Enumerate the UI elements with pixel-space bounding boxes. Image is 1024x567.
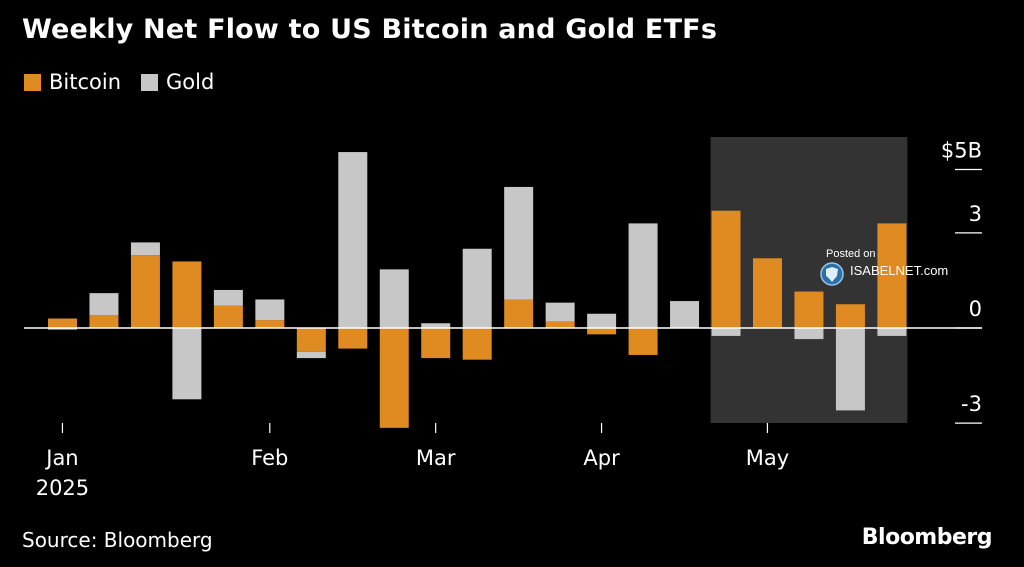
bar-gold-6 [296, 351, 326, 359]
bar-bitcoin-18 [794, 291, 824, 328]
bar-bitcoin-0 [48, 318, 77, 328]
bar-bitcoin-3 [172, 261, 202, 328]
bar-bitcoin-13 [587, 328, 617, 335]
bar-gold-10 [462, 248, 492, 328]
legend-label-gold: Gold [166, 70, 215, 94]
x-tick-label-3: Apr [583, 446, 620, 470]
bar-bitcoin-4 [213, 305, 243, 328]
legend-item-bitcoin: Bitcoin [24, 70, 121, 94]
x-tick-label-0: Jan [44, 446, 78, 470]
source-note: Source: Bloomberg [22, 528, 213, 552]
y-tick-label-1: 3 [969, 202, 982, 226]
y-tick-label-2: 0 [969, 297, 982, 321]
bar-gold-8 [379, 269, 409, 328]
bar-gold-7 [338, 152, 368, 328]
bar-bitcoin-8 [379, 328, 409, 428]
bar-gold-18 [794, 328, 824, 340]
legend-label-bitcoin: Bitcoin [49, 70, 122, 94]
bar-gold-3 [172, 328, 202, 400]
bar-bitcoin-10 [462, 328, 492, 360]
shield-logo-icon [820, 262, 844, 286]
bar-bitcoin-2 [130, 255, 160, 328]
watermark-posted-text: Posted on [826, 248, 876, 260]
watermark-site-text: ISABELNET.com [850, 263, 949, 278]
bar-gold-1 [89, 293, 119, 316]
brand-logo: Bloomberg [861, 525, 993, 550]
legend-swatch-gold [141, 73, 159, 91]
y-tick-label-0: $5B [941, 139, 982, 163]
bar-gold-12 [545, 302, 575, 322]
x-tick-label-2: Mar [416, 446, 456, 470]
bar-bitcoin-9 [421, 328, 451, 359]
bar-bitcoin-11 [504, 299, 534, 328]
bar-gold-9 [421, 323, 451, 328]
bar-gold-14 [628, 223, 658, 328]
bar-bitcoin-17 [752, 258, 782, 328]
bar-gold-5 [255, 299, 285, 321]
bar-bitcoin-16 [711, 210, 741, 328]
bar-gold-11 [504, 186, 534, 300]
legend-item-gold: Gold [141, 70, 214, 94]
bar-bitcoin-6 [296, 328, 326, 352]
bar-bitcoin-5 [255, 320, 285, 328]
x-tick-sublabel-0: 2025 [36, 476, 89, 500]
x-tick-label-1: Feb [251, 446, 288, 470]
legend-swatch-bitcoin [24, 73, 41, 91]
bar-bitcoin-12 [545, 321, 575, 328]
bar-bitcoin-20 [877, 223, 907, 328]
highlight-region [710, 137, 908, 423]
bar-gold-16 [711, 328, 741, 336]
chart-title: Weekly Net Flow to US Bitcoin and Gold E… [22, 14, 718, 45]
bar-bitcoin-7 [338, 328, 368, 349]
bar-bitcoin-19 [835, 304, 865, 328]
bar-gold-2 [130, 242, 160, 256]
bar-gold-15 [670, 301, 700, 328]
x-tick-label-4: May [746, 446, 789, 470]
bar-gold-19 [835, 328, 865, 411]
bar-bitcoin-1 [89, 315, 119, 328]
bar-gold-20 [877, 328, 907, 336]
bar-gold-0 [48, 328, 77, 330]
bar-gold-13 [587, 313, 617, 328]
bar-gold-4 [213, 289, 243, 306]
y-tick-label-3: -3 [961, 392, 982, 416]
legend: Bitcoin Gold [24, 70, 234, 94]
bar-bitcoin-14 [628, 328, 658, 355]
